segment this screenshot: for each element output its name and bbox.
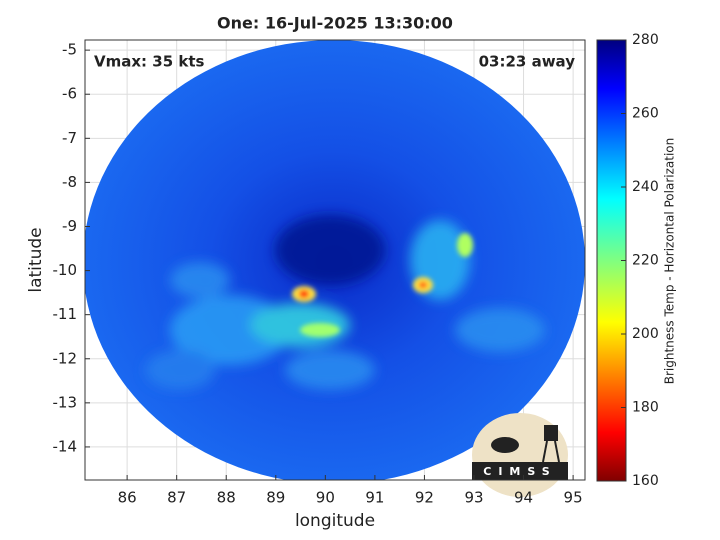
satellite-image bbox=[85, 40, 585, 480]
y-tick-label: -9 bbox=[62, 217, 77, 235]
annotation: 03:23 away bbox=[479, 53, 576, 71]
y-tick-label: -13 bbox=[53, 393, 78, 411]
x-tick-label: 90 bbox=[316, 489, 335, 507]
y-tick-label: -11 bbox=[53, 305, 78, 323]
x-tick-label: 87 bbox=[167, 489, 186, 507]
y-tick-label: -14 bbox=[53, 437, 78, 455]
y-tick-label: -12 bbox=[53, 349, 78, 367]
y-axis-label: latitude bbox=[26, 227, 46, 292]
x-tick-label: 93 bbox=[464, 489, 483, 507]
plot-frame bbox=[84, 39, 586, 481]
colorbar-tick-label: 200 bbox=[632, 326, 659, 342]
x-tick-label: 86 bbox=[118, 489, 137, 507]
x-axis-label: longitude bbox=[295, 511, 375, 531]
colorbar-tick-label: 220 bbox=[632, 253, 659, 269]
logo: CIMSS bbox=[472, 413, 568, 497]
colorbar-tick-label: 180 bbox=[632, 400, 659, 416]
colorbar-tick-label: 240 bbox=[632, 179, 659, 195]
logo-text: CIMSS bbox=[483, 465, 556, 478]
y-tick-label: -7 bbox=[62, 129, 77, 147]
colorbar-tick-label: 160 bbox=[632, 473, 659, 489]
x-tick-label: 94 bbox=[514, 489, 533, 507]
x-tick-label: 92 bbox=[415, 489, 434, 507]
colorbar-tick-label: 260 bbox=[632, 106, 659, 122]
y-tick-label: -6 bbox=[62, 85, 77, 103]
y-tick-label: -8 bbox=[62, 173, 77, 191]
y-tick-label: -10 bbox=[53, 261, 78, 279]
annotation: Vmax: 35 kts bbox=[94, 53, 204, 71]
x-tick-label: 88 bbox=[217, 489, 236, 507]
colorbar-tick-label: 280 bbox=[632, 32, 659, 48]
colorbar-label: Brightness Temp - Horizontal Polarizatio… bbox=[663, 138, 677, 385]
chart-title: One: 16-Jul-2025 13:30:00 bbox=[217, 14, 453, 33]
x-tick-label: 91 bbox=[365, 489, 384, 507]
y-tick-label: -5 bbox=[62, 41, 77, 59]
x-tick-label: 89 bbox=[266, 489, 285, 507]
x-tick-label: 95 bbox=[564, 489, 583, 507]
